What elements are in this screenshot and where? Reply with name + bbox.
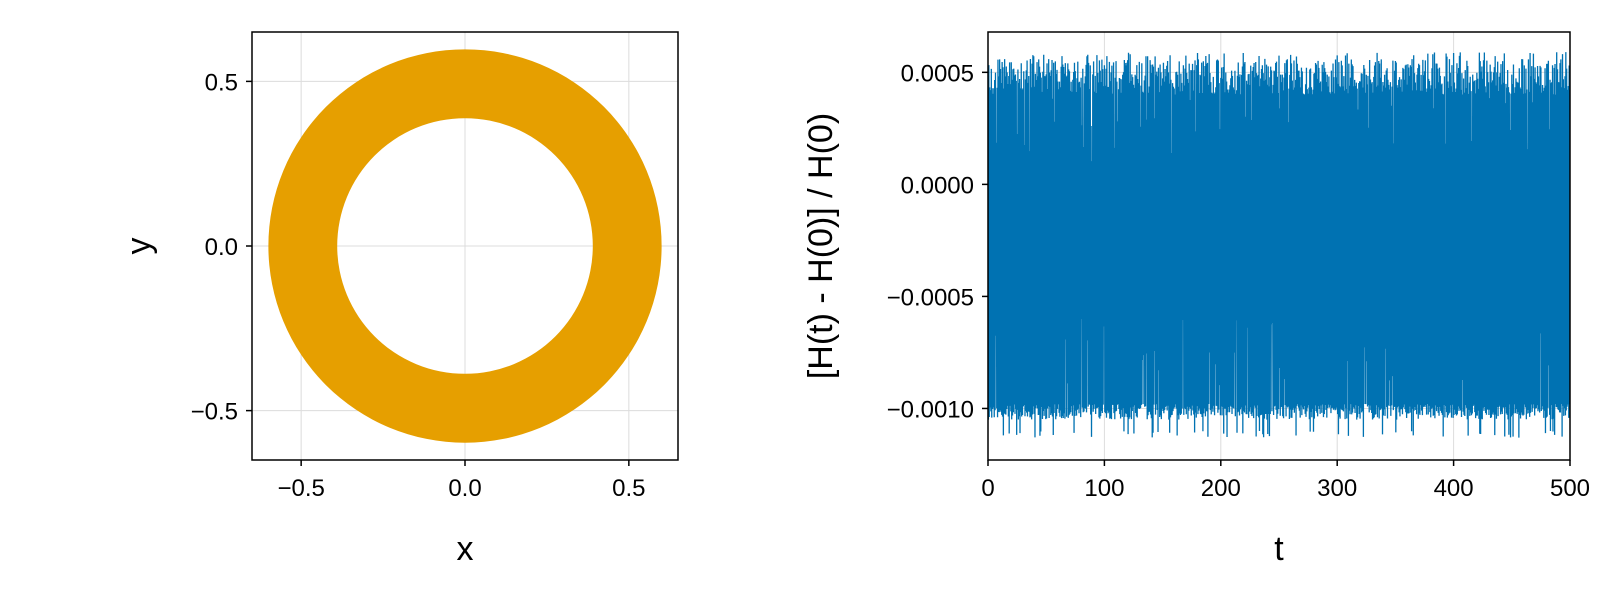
energy-y-tick-label: −0.0010 [887,396,974,423]
energy-x-tick-label: 400 [1434,475,1474,502]
energy-y-ticks: 0.0005 0.0000 −0.0005 −0.0010 [887,60,988,423]
orbit-y-tick-label: −0.5 [191,399,238,426]
orbit-y-ticks: −0.5 0.0 0.5 [191,69,252,426]
energy-y-tick-label: 0.0005 [901,60,974,87]
energy-x-tick-label: 100 [1084,475,1124,502]
energy-panel: 0 100 200 300 400 500 0.0005 0.0000 −0.0005 −0.0… [802,31,1590,568]
energy-y-axis-label: [H(t) - H(0)] / H(0) [802,113,840,379]
energy-x-tick-label: 500 [1550,475,1590,502]
energy-y-tick-label: 0.0000 [901,172,974,199]
energy-y-tick-label: −0.0005 [887,284,974,311]
orbit-x-ticks: −0.5 0.0 0.5 [277,460,646,502]
orbit-y-axis-label: y [120,238,158,255]
energy-x-axis-label: t [1274,530,1284,568]
energy-x-tick-label: 0 [981,475,994,502]
orbit-y-tick-label: 0.0 [205,234,238,261]
energy-x-tick-label: 300 [1317,475,1357,502]
orbit-x-axis-label: x [457,530,474,568]
energy-x-tick-label: 200 [1201,475,1241,502]
orbit-plot-area [268,49,662,443]
orbit-panel: −0.5 0.0 0.5 −0.5 0.0 0.5 x y [120,31,679,568]
orbit-x-tick-label: 0.5 [612,475,645,502]
orbit-x-tick-label: 0.0 [448,475,481,502]
energy-x-ticks: 0 100 200 300 400 500 [981,460,1590,502]
energy-error-series [988,52,1570,438]
orbit-annulus [268,49,662,443]
orbit-y-tick-label: 0.5 [205,69,238,96]
energy-frame [987,31,1571,461]
orbit-x-tick-label: −0.5 [277,475,324,502]
